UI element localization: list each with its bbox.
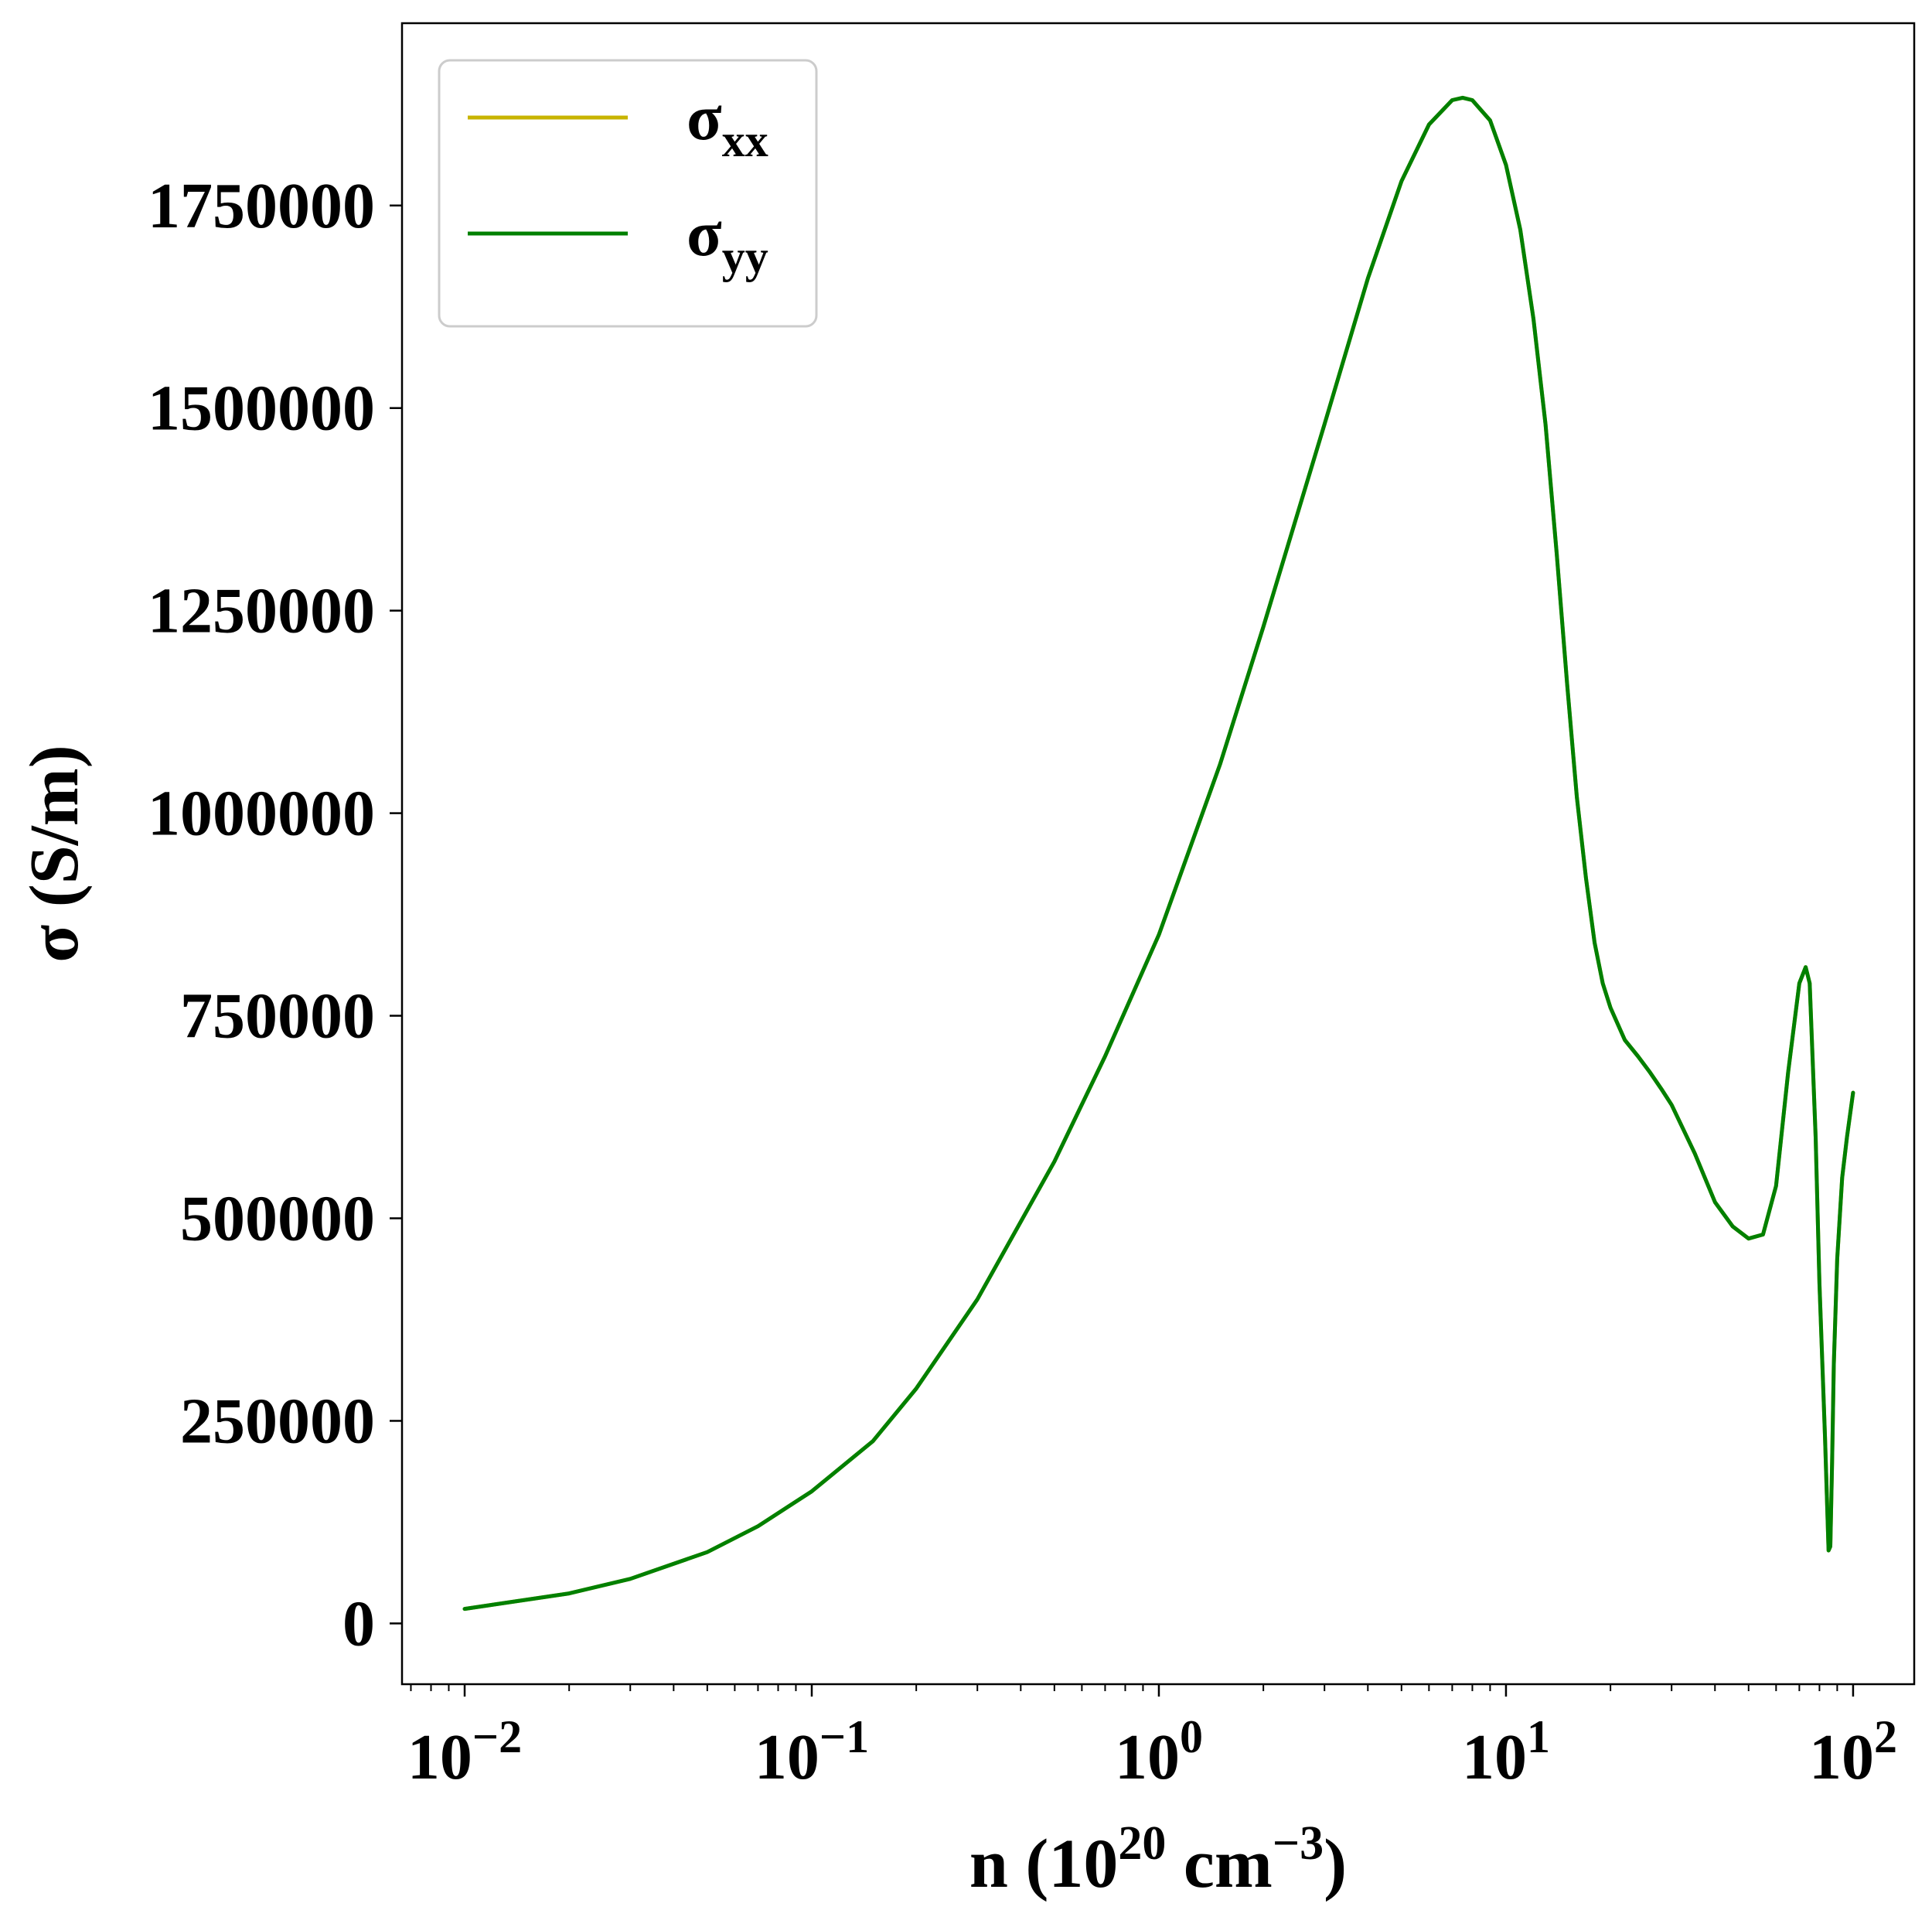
y-tick-label: 0 [342,1588,375,1659]
y-axis-label: σ (S/m) [16,745,93,962]
x-tick-label: 101 [1462,1711,1550,1793]
x-axis-ticks: 10−2 10−1 100 101 102 [407,1684,1897,1793]
y-tick-label: 250000 [180,1385,375,1457]
y-tick-label: 1250000 [148,575,375,647]
y-tick-label: 750000 [180,981,375,1052]
legend-label-sigma-xx: σxx [687,82,768,166]
legend-box [438,59,818,328]
x-tick-label: 102 [1809,1711,1897,1793]
x-tick-label: 10−2 [407,1711,522,1793]
y-axis-ticks: 0 250000 500000 750000 1000000 1250000 1500000… [148,170,402,1659]
y-tick-label: 1750000 [148,170,375,242]
series-layer [462,95,1855,1612]
series-line-sigma-yy [462,95,1855,1612]
y-tick-label: 1000000 [148,778,375,850]
y-tick-label: 500000 [180,1183,375,1255]
x-tick-label: 10−1 [755,1711,869,1793]
legend-label-sigma-yy: σyy [687,198,768,282]
legend: σxx σyy [438,59,818,328]
y-tick-label: 1500000 [148,373,375,445]
x-tick-label: 100 [1115,1711,1203,1793]
